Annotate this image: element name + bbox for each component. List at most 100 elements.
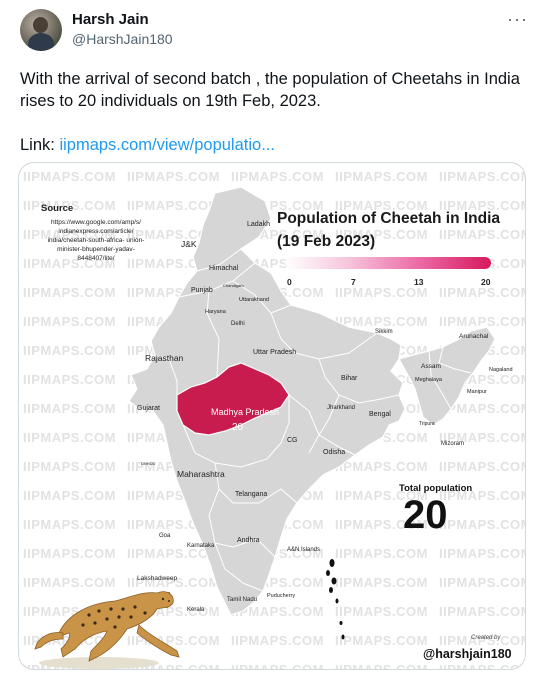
state-label-jk: J&K: [181, 239, 197, 249]
state-label-odisha: Odisha: [323, 449, 346, 456]
watermark-text: IIPMAPS.COM: [23, 227, 116, 242]
state-label-meghalaya: Meghalaya: [415, 377, 442, 383]
watermark-text: IIPMAPS.COM: [335, 285, 428, 300]
watermark-text: IIPMAPS.COM: [335, 633, 428, 648]
watermark-text: IIPMAPS.COM: [23, 198, 116, 213]
tweet-media-image[interactable]: IIPMAPS.COM IIPMAPS.COM IIPMAPS.COM IIPMAPS…: [18, 162, 526, 670]
watermark-text: IIPMAPS.COM: [127, 169, 220, 184]
state-label-kerala: Kerala: [187, 607, 205, 613]
state-label-tamil-nadu: Tamil Nadu: [227, 597, 258, 603]
tweet-text-line: With the arrival of second batch , the p…: [20, 70, 520, 88]
total-population-value: 20: [403, 493, 448, 537]
link-prefix: Link:: [20, 136, 60, 154]
tweet-link[interactable]: iipmaps.com/view/populatio...: [59, 136, 275, 154]
watermark-text: IIPMAPS.COM: [439, 314, 526, 329]
state-label-an-islands: A&N Islands: [287, 547, 321, 553]
watermark-text: IIPMAPS.COM: [439, 169, 526, 184]
watermark-text: IIPMAPS.COM: [23, 285, 116, 300]
watermark-text: IIPMAPS.COM: [335, 662, 428, 670]
watermark-text: IIPMAPS.COM: [439, 517, 526, 532]
state-label-andhra: Andhra: [237, 537, 260, 544]
state-label-mizoram: Mizoram: [441, 441, 465, 447]
watermark-text: IIPMAPS.COM: [335, 198, 428, 213]
watermark-text: IIPMAPS.COM: [335, 517, 428, 532]
watermark-text: IIPMAPS.COM: [23, 459, 116, 474]
madhya-pradesh-region: [176, 362, 290, 436]
watermark-text: IIPMAPS.COM: [231, 169, 324, 184]
legend-tick: 7: [351, 277, 356, 287]
legend-tick: 20: [481, 277, 491, 287]
watermark-text: IIPMAPS.COM: [335, 459, 428, 474]
watermark-text: IIPMAPS.COM: [23, 575, 116, 590]
watermark-text: IIPMAPS.COM: [231, 662, 324, 670]
total-population-label: Total population: [399, 483, 473, 494]
watermark-text: IIPMAPS.COM: [439, 546, 526, 561]
state-label-chandigarh: Chandigarh: [223, 283, 244, 288]
state-label-bengal: Bengal: [369, 411, 391, 418]
watermark-text: IIPMAPS.COM: [23, 343, 116, 358]
avatar[interactable]: [20, 9, 62, 51]
state-label-uttar-pradesh: Uttar Pradesh: [253, 349, 297, 356]
state-label-bihar: Bihar: [341, 375, 358, 382]
state-label-cg: CG: [287, 437, 298, 444]
cheetah-image: [34, 591, 180, 669]
watermark-text: IIPMAPS.COM: [23, 401, 116, 416]
watermark-text: IIPMAPS.COM: [439, 488, 526, 503]
watermark-text: IIPMAPS.COM: [127, 227, 220, 242]
watermark-text: IIPMAPS.COM: [439, 662, 526, 670]
watermark-text: IIPMAPS.COM: [23, 169, 116, 184]
state-label-assam: Assam: [421, 363, 441, 370]
watermark-text: IIPMAPS.COM: [335, 314, 428, 329]
state-label-himachal: Himachal: [209, 265, 239, 272]
watermark-text: IIPMAPS.COM: [23, 517, 116, 532]
state-label-maharashtra: Maharashtra: [177, 469, 225, 479]
state-label-nagaland: Nagaland: [489, 367, 513, 373]
user-handle[interactable]: @HarshJain180: [72, 31, 173, 47]
watermark-text: IIPMAPS.COM: [439, 633, 526, 648]
watermark-text: IIPMAPS.COM: [127, 198, 220, 213]
watermark-text: IIPMAPS.COM: [335, 575, 428, 590]
source-url: https://www.google.com/amp/s/ indianexpr…: [47, 219, 145, 262]
watermark-text: IIPMAPS.COM: [439, 459, 526, 474]
state-label-gujarat: Gujarat: [137, 405, 160, 412]
state-label-delhi: Delhi: [231, 321, 245, 327]
watermark-text: IIPMAPS.COM: [23, 314, 116, 329]
state-label-jharkhand: Jharkhand: [327, 405, 356, 411]
created-by-label: Created by: [471, 635, 501, 641]
watermark-text: IIPMAPS.COM: [231, 633, 324, 648]
watermark-text: IIPMAPS.COM: [127, 546, 220, 561]
legend-tick: 13: [414, 277, 424, 287]
watermark-text: IIPMAPS.COM: [127, 662, 220, 670]
watermark-text: IIPMAPS.COM: [335, 169, 428, 184]
tweet-text: With the arrival of second batch , the p…: [20, 68, 520, 156]
watermark-text: IIPMAPS.COM: [23, 430, 116, 445]
india-map: [34, 186, 496, 669]
state-label-uttarakhand: Uttarakhand: [239, 297, 269, 303]
state-label-telangana: Telangana: [235, 491, 268, 498]
state-label-manipur: Manipur: [467, 389, 487, 395]
state-label-tripura: Tripura: [419, 421, 435, 427]
legend-tick: 0: [287, 277, 292, 287]
watermark-text: IIPMAPS.COM: [439, 285, 526, 300]
watermark-text: IIPMAPS.COM: [335, 227, 428, 242]
display-name[interactable]: Harsh Jain: [72, 11, 149, 28]
source-block: Source https://www.google.com/amp/s/ ind…: [41, 203, 151, 263]
state-label-dnhdd: DNHDD: [141, 461, 156, 466]
state-label-ladakh: Ladakh: [247, 221, 270, 228]
watermark-text: IIPMAPS.COM: [439, 430, 526, 445]
highlight-state-value: 20: [232, 422, 244, 433]
watermark-text: IIPMAPS.COM: [439, 575, 526, 590]
state-label-goa: Goa: [159, 533, 171, 539]
state-label-haryana: Haryana: [205, 309, 226, 315]
andaman-islands: [326, 559, 345, 640]
more-horizontal-icon[interactable]: ···: [507, 9, 528, 29]
source-title: Source: [41, 203, 74, 214]
highlight-state-name: Madhya Pradesh: [211, 407, 280, 417]
map-title: Population of Cheetah in India (19 Feb 2…: [277, 210, 501, 250]
watermark-text: IIPMAPS.COM: [335, 488, 428, 503]
state-label-sikkim: Sikkim: [375, 329, 393, 335]
tweet-text-line: rises to 20 individuals on 19th Feb, 202…: [20, 92, 321, 110]
watermark-text: IIPMAPS.COM: [23, 372, 116, 387]
watermark-text: IIPMAPS.COM: [335, 604, 428, 619]
